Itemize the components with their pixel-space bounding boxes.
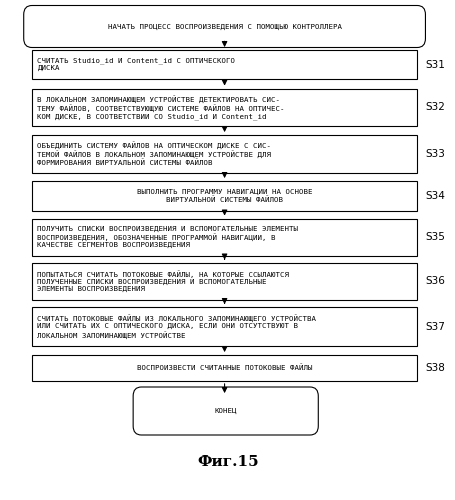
FancyBboxPatch shape <box>133 387 318 435</box>
Bar <box>32 181 416 211</box>
Bar <box>32 262 416 300</box>
Text: ПОПЫТАТЬСЯ СЧИТАТЬ ПОТОКОВЫЕ ФАЙЛЫ, НА КОТОРЫЕ ССЫЛАЮТСЯ
ПОЛУЧЕННЫЕ СПИСКИ ВОСПР: ПОПЫТАТЬСЯ СЧИТАТЬ ПОТОКОВЫЕ ФАЙЛЫ, НА К… <box>37 270 289 292</box>
Text: S37: S37 <box>425 322 445 332</box>
Bar <box>32 88 416 126</box>
Text: S31: S31 <box>425 60 445 70</box>
Text: S33: S33 <box>425 149 445 159</box>
Text: S35: S35 <box>425 232 445 242</box>
Text: S32: S32 <box>425 102 445 113</box>
FancyBboxPatch shape <box>24 6 425 48</box>
Text: ВОСПРОИЗВЕСТИ СЧИТАННЫЕ ПОТОКОВЫЕ ФАЙЛЫ: ВОСПРОИЗВЕСТИ СЧИТАННЫЕ ПОТОКОВЫЕ ФАЙЛЫ <box>136 364 312 372</box>
Bar <box>32 135 416 172</box>
Text: В ЛОКАЛЬНОМ ЗАПОМИНАЮЩЕМ УСТРОЙСТВЕ ДЕТЕКТИРОВАТЬ СИС-
ТЕМУ ФАЙЛОВ, СООТВЕТСТВУЮ: В ЛОКАЛЬНОМ ЗАПОМИНАЮЩЕМ УСТРОЙСТВЕ ДЕТЕ… <box>37 95 284 120</box>
Text: ОБЪЕДИНИТЬ СИСТЕМУ ФАЙЛОВ НА ОПТИЧЕСКОМ ДИСКЕ С СИС-
ТЕМОЙ ФАЙЛОВ В ЛОКАЛЬНОМ ЗА: ОБЪЕДИНИТЬ СИСТЕМУ ФАЙЛОВ НА ОПТИЧЕСКОМ … <box>37 142 271 166</box>
Text: Фиг.15: Фиг.15 <box>197 456 258 469</box>
Text: СЧИТАТЬ Studio_id И Content_id С ОПТИЧЕСКОГО
ДИСКА: СЧИТАТЬ Studio_id И Content_id С ОПТИЧЕС… <box>37 58 235 71</box>
Bar <box>32 307 416 346</box>
Text: S36: S36 <box>425 276 445 286</box>
Bar <box>32 50 416 79</box>
Bar <box>32 218 416 256</box>
Text: КОНЕЦ: КОНЕЦ <box>214 408 237 414</box>
Text: S34: S34 <box>425 191 445 201</box>
Text: НАЧАТЬ ПРОЦЕСС ВОСПРОИЗВЕДЕНИЯ С ПОМОЩЬЮ КОНТРОЛЛЕРА: НАЧАТЬ ПРОЦЕСС ВОСПРОИЗВЕДЕНИЯ С ПОМОЩЬЮ… <box>107 24 341 30</box>
Text: S38: S38 <box>425 363 445 373</box>
Text: ПОЛУЧИТЬ СПИСКИ ВОСПРОИЗВЕДЕНИЯ И ВСПОМОГАТЕЛЬНЫЕ ЭЛЕМЕНТЫ
ВОСПРОИЗВЕДЕНИЯ, ОБОЗ: ПОЛУЧИТЬ СПИСКИ ВОСПРОИЗВЕДЕНИЯ И ВСПОМО… <box>37 226 298 248</box>
Text: ВЫПОЛНИТЬ ПРОГРАММУ НАВИГАЦИИ НА ОСНОВЕ
ВИРТУАЛЬНОЙ СИСТЕМЫ ФАЙЛОВ: ВЫПОЛНИТЬ ПРОГРАММУ НАВИГАЦИИ НА ОСНОВЕ … <box>136 189 312 203</box>
Text: СЧИТАТЬ ПОТОКОВЫЕ ФАЙЛЫ ИЗ ЛОКАЛЬНОГО ЗАПОМИНАЮЩЕГО УСТРОЙСТВА
ИЛИ СЧИТАТЬ ИХ С : СЧИТАТЬ ПОТОКОВЫЕ ФАЙЛЫ ИЗ ЛОКАЛЬНОГО ЗА… <box>37 314 316 338</box>
Bar <box>32 355 416 381</box>
